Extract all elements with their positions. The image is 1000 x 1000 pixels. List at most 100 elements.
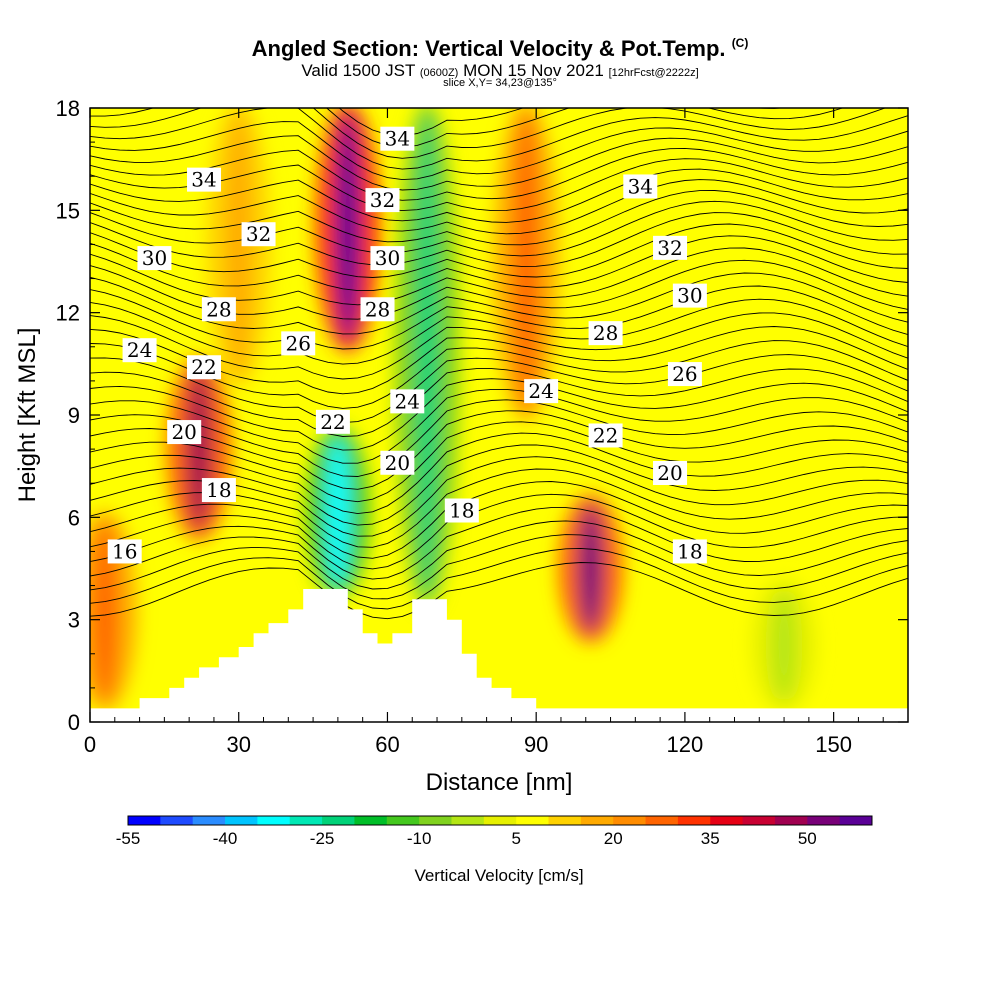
colorbar-swatch <box>160 816 194 825</box>
velocity-band-core <box>771 589 797 701</box>
colorbar-tick-label: 50 <box>798 829 817 848</box>
colorbar-swatch <box>354 816 388 825</box>
contour-label: 24 <box>524 379 559 404</box>
contour-label: 34 <box>623 174 658 199</box>
contour-label-text: 20 <box>171 420 196 444</box>
contour-label: 20 <box>653 460 688 485</box>
slice-info: slice X,Y= 34,23@135° <box>443 77 557 89</box>
contour-label-text: 30 <box>375 246 400 270</box>
x-axis-label: Distance [nm] <box>426 769 573 796</box>
contour-label: 30 <box>137 246 172 270</box>
colorbar-swatch <box>516 816 550 825</box>
colorbar-swatch <box>645 816 679 825</box>
contour-label-text: 34 <box>385 127 410 151</box>
contour-label: 26 <box>667 362 702 387</box>
y-tick-label: 6 <box>68 505 80 530</box>
contour-label-text: 28 <box>206 297 231 321</box>
colorbar-swatch <box>322 816 355 825</box>
contour-label: 20 <box>380 450 415 475</box>
contour-label: 18 <box>672 539 707 564</box>
theta-contour-line <box>90 534 908 600</box>
contour-label: 24 <box>122 338 157 363</box>
contour-labels: 16 18 18 18 20 20 20 22 22 22 24 24 24 26 26 28 28 28 30 30… <box>107 126 707 564</box>
contour-label-text: 24 <box>528 379 553 403</box>
x-tick-label: 150 <box>815 732 852 757</box>
contour-label-box <box>380 126 415 151</box>
colorbar-swatch <box>774 816 808 825</box>
theta-contour-line <box>90 562 908 620</box>
contour-label-box <box>201 478 236 503</box>
contour-label-text: 28 <box>365 297 390 321</box>
contour-label-text: 18 <box>206 478 231 502</box>
contour-label: 34 <box>187 167 222 192</box>
contour-label-box <box>667 362 702 387</box>
theta-contour-line <box>90 212 908 267</box>
contour-label-box <box>653 460 688 485</box>
colorbar-tick-label: -40 <box>213 829 238 848</box>
theta-contour-line <box>90 108 887 159</box>
contour-label-text: 20 <box>385 451 410 475</box>
colorbar-title: Vertical Velocity [cm/s] <box>414 866 583 885</box>
theta-contour-line <box>90 354 908 424</box>
contour-label-text: 26 <box>672 362 697 386</box>
theta-contour-line <box>90 432 908 515</box>
colorbar-swatch <box>839 816 873 825</box>
contour-label-box <box>365 188 400 213</box>
contour-label-text: 26 <box>285 331 310 355</box>
contour-label-box <box>390 389 425 414</box>
theta-contour-line <box>90 200 908 257</box>
colorbar-tick-label: -55 <box>116 829 141 848</box>
colorbar-tick-label: 20 <box>604 829 623 848</box>
contour-label-box <box>588 321 623 346</box>
contour-label-text: 22 <box>191 355 216 379</box>
colorbar-swatch <box>451 816 485 825</box>
theta-contour-line <box>90 272 908 335</box>
colorbar-swatch <box>613 816 647 825</box>
theta-contour-line <box>90 368 908 437</box>
contour-label-text: 28 <box>593 321 618 345</box>
contour-label: 18 <box>201 478 236 503</box>
colorbar-tick-label: 35 <box>701 829 720 848</box>
theta-contour-line <box>90 121 908 181</box>
y-axis-label: Height [Kft MSL] <box>14 328 41 503</box>
contour-label-text: 34 <box>191 168 216 192</box>
theta-contour-line <box>90 179 908 235</box>
theta-contour-line <box>90 481 908 559</box>
x-tick-label: 60 <box>375 732 399 757</box>
contour-label-text: 34 <box>628 174 653 198</box>
contour-label-box <box>201 297 236 322</box>
title-unit: (C) <box>731 36 749 50</box>
contour-label: 22 <box>588 423 623 448</box>
chart-title: Angled Section: Vertical Velocity & Pot.… <box>0 36 1000 62</box>
contour-label: 16 <box>107 539 142 564</box>
contour-label: 26 <box>281 331 316 356</box>
contour-label-text: 22 <box>320 410 345 434</box>
contour-label-text: 30 <box>142 246 167 270</box>
colorbar-swatch <box>225 816 258 825</box>
theta-contour-line <box>90 444 908 526</box>
colorbar-frame <box>127 815 873 826</box>
colorbar-tick-label: 5 <box>511 829 520 848</box>
contour-label: 28 <box>201 297 236 322</box>
theta-contour-line <box>90 108 908 170</box>
contour-label: 18 <box>444 498 479 523</box>
x-tick-label: 0 <box>84 732 96 757</box>
contour-label-box <box>380 450 415 475</box>
colorbar: -55 -40 -25 -10 5 20 35 50 <box>116 815 873 848</box>
contour-label: 32 <box>365 188 400 213</box>
y-tick-label: 15 <box>56 198 80 223</box>
theta-contour-line <box>90 520 908 590</box>
y-tick-label: 12 <box>56 301 80 326</box>
theta-contour-line <box>90 168 908 223</box>
theta-contour-line <box>90 378 908 451</box>
contour-label-box <box>588 423 623 448</box>
theta-contour-line <box>90 147 908 201</box>
contour-label-box <box>360 297 395 322</box>
velocity-band-core <box>92 521 117 701</box>
x-tick-label: 90 <box>524 732 548 757</box>
contour-label-text: 32 <box>657 236 682 260</box>
velocity-band-core <box>578 504 603 633</box>
contour-label-box <box>122 338 157 363</box>
contour-label-box <box>623 174 658 199</box>
